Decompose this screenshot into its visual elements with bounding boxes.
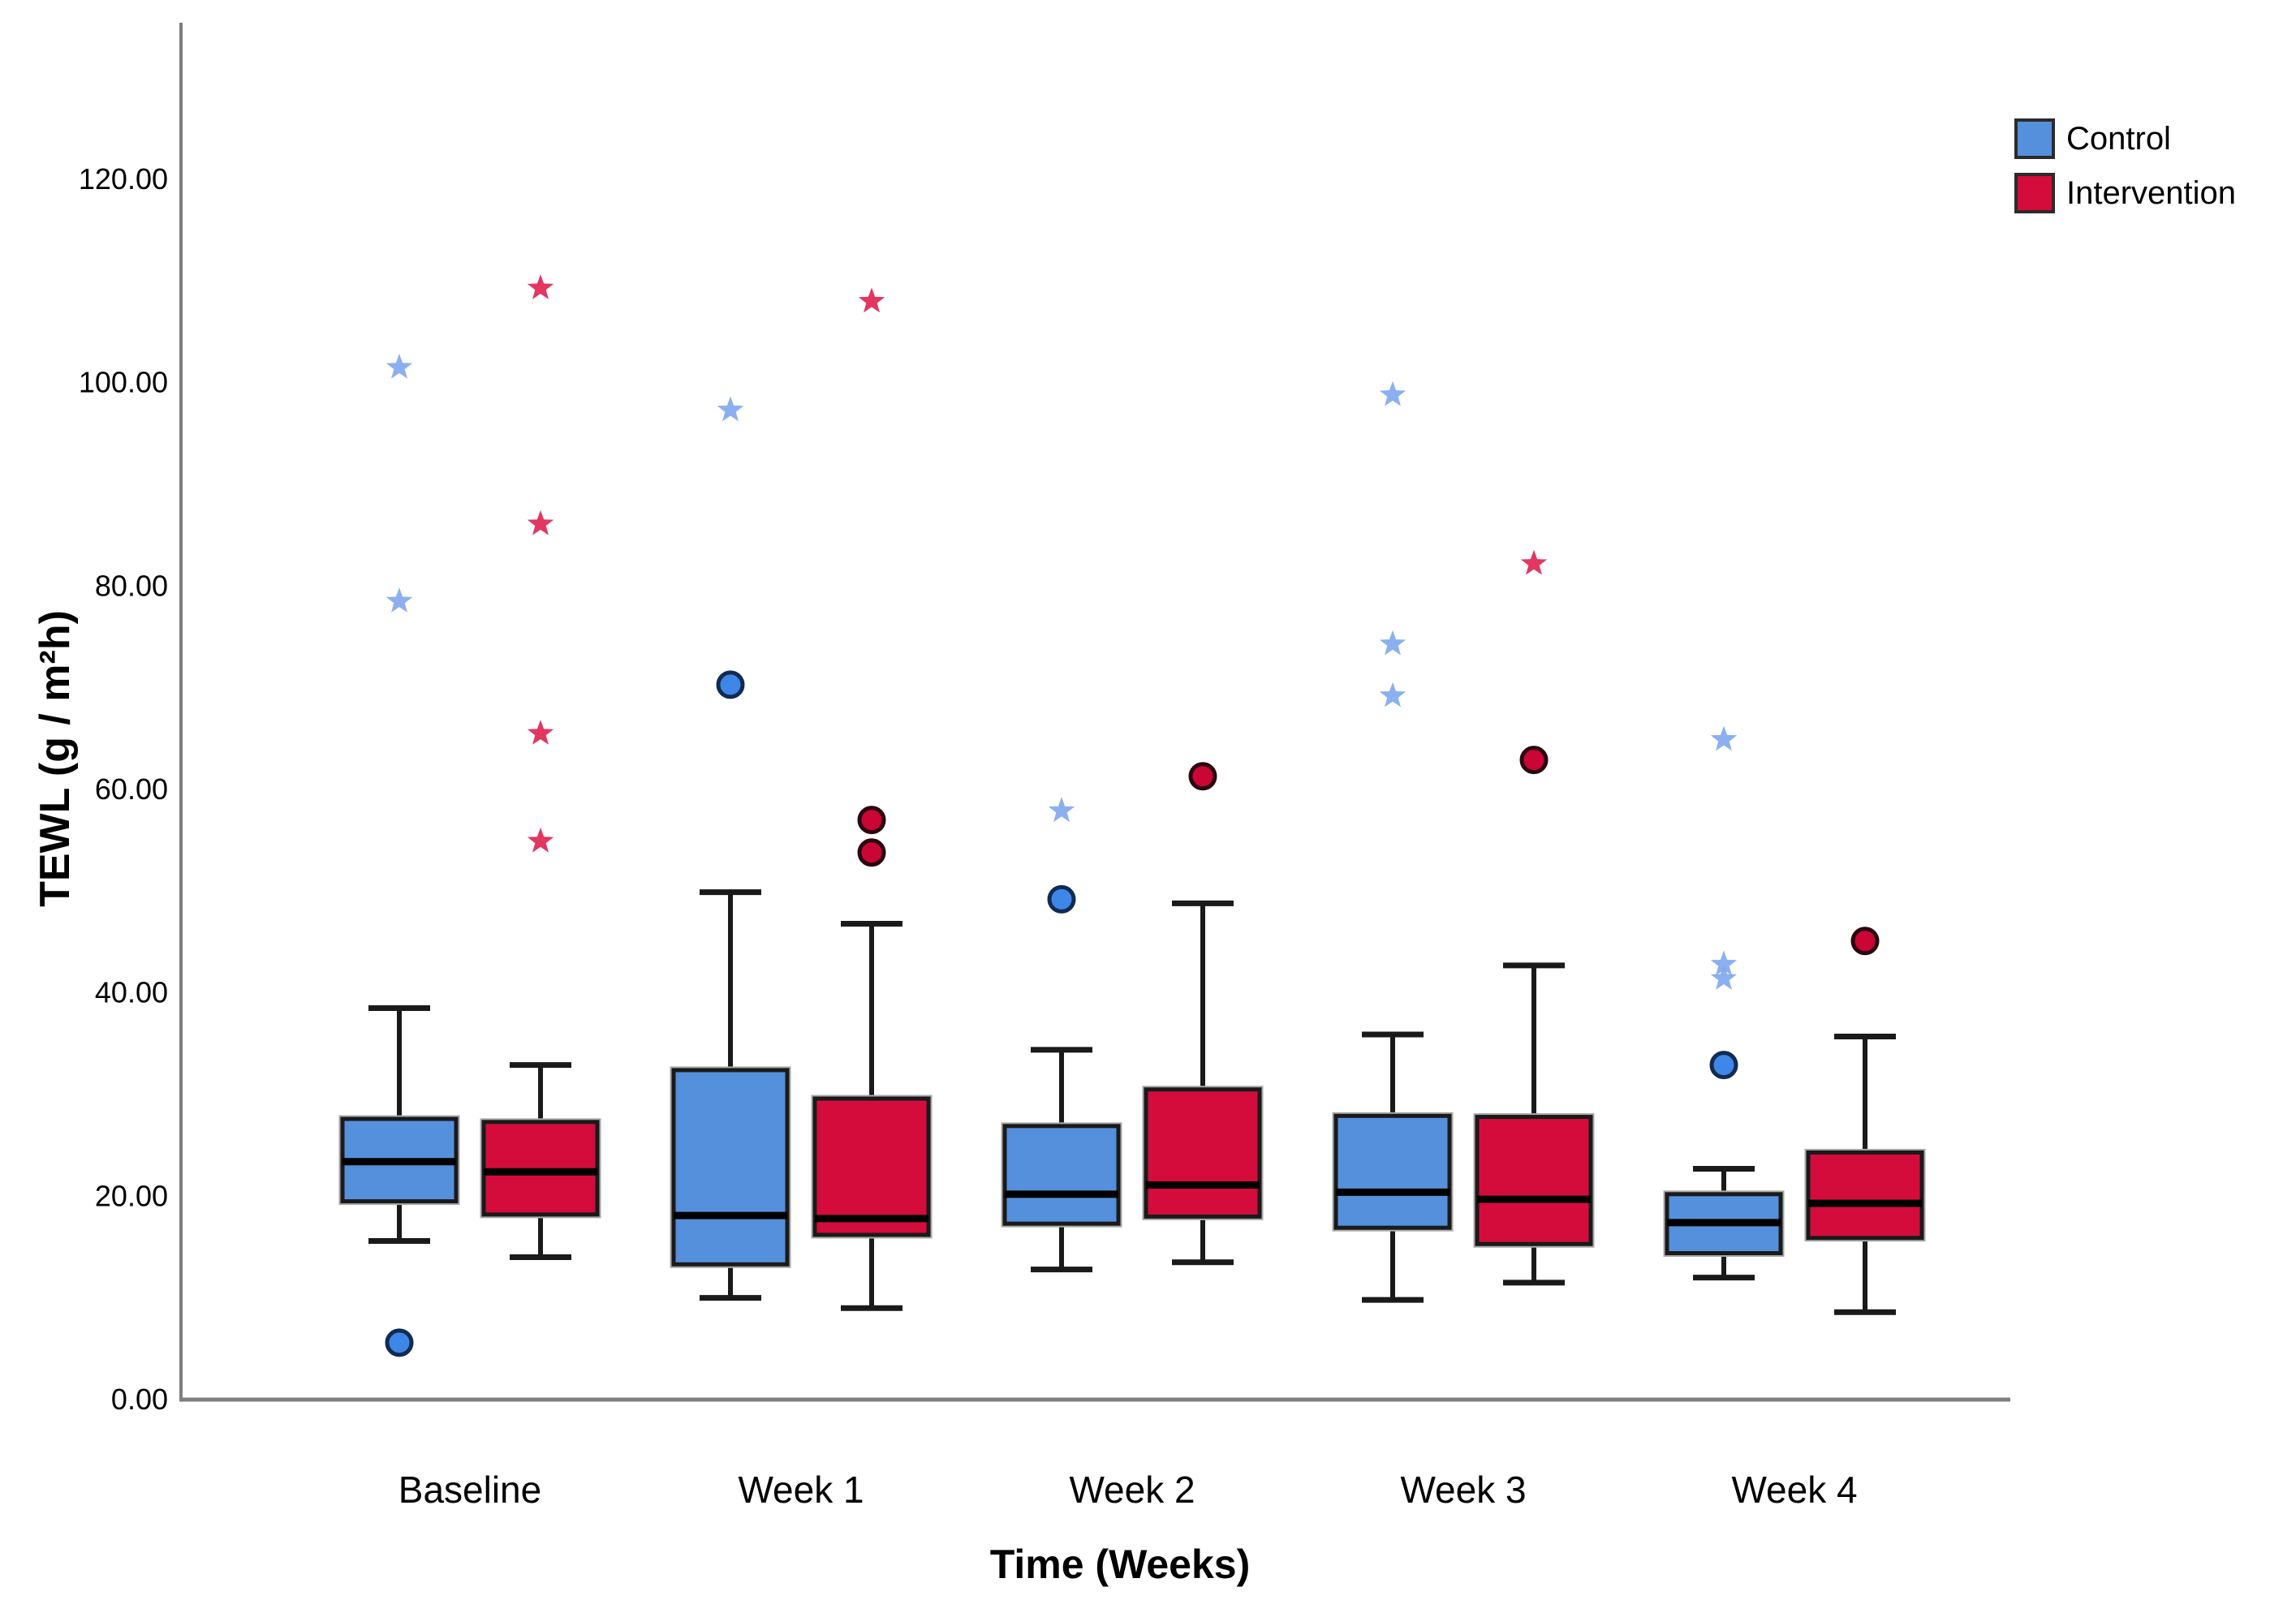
outlier-circle-marker bbox=[716, 670, 745, 699]
legend-label-control: Control bbox=[2066, 121, 2171, 157]
extreme-star-marker bbox=[858, 287, 885, 313]
outlier-circle-marker bbox=[1709, 1051, 1738, 1080]
outlier-circle-marker bbox=[1188, 762, 1217, 791]
extreme-star-marker bbox=[1048, 797, 1075, 823]
extreme-star-marker bbox=[386, 353, 413, 379]
box-halo bbox=[480, 1118, 601, 1219]
x-axis-title: Time (Weeks) bbox=[990, 1542, 1251, 1587]
x-tick-label-week-3: Week 3 bbox=[1400, 1469, 1526, 1511]
control-box-group-week-4 bbox=[1663, 725, 1785, 1281]
box-halo bbox=[1332, 1112, 1454, 1232]
intervention-box-group-week-2 bbox=[1142, 762, 1264, 1266]
legend-label-intervention: Intervention bbox=[2066, 175, 2237, 211]
y-tick-label-20.00: 20.00 bbox=[95, 1179, 168, 1212]
outlier-circle-marker bbox=[1519, 746, 1549, 775]
iqr-box bbox=[1475, 1115, 1593, 1246]
intervention-box-group-week-1 bbox=[811, 287, 933, 1311]
legend-item-control: Control bbox=[2014, 118, 2236, 159]
plot-content: 0.00 20.00 40.00 60.00 80.00 100.00 120.00 Base… bbox=[79, 162, 1926, 1511]
x-tick-label-week-2: Week 2 bbox=[1069, 1469, 1195, 1511]
extreme-star-marker bbox=[527, 510, 554, 535]
intervention-box-group-week-3 bbox=[1473, 549, 1595, 1286]
extreme-star-marker bbox=[1379, 682, 1406, 708]
control-box-group-week-1 bbox=[670, 396, 791, 1301]
extreme-star-marker bbox=[1520, 549, 1548, 575]
iqr-box bbox=[1333, 1113, 1452, 1230]
outlier-circle-marker bbox=[1047, 884, 1076, 914]
intervention-swatch-icon bbox=[2014, 173, 2055, 213]
extreme-star-marker bbox=[1710, 950, 1738, 976]
extreme-star-marker bbox=[717, 396, 744, 422]
extreme-star-marker bbox=[527, 720, 554, 745]
box-halo bbox=[670, 1066, 791, 1268]
box-halo bbox=[1804, 1148, 1926, 1242]
y-tick-label-100.00: 100.00 bbox=[79, 366, 168, 399]
control-box-group-week-2 bbox=[1001, 797, 1122, 1273]
x-tick-label-baseline: Baseline bbox=[398, 1469, 541, 1511]
outlier-circle-marker bbox=[857, 806, 886, 835]
extreme-star-marker bbox=[527, 827, 554, 853]
iqr-box bbox=[1002, 1124, 1121, 1226]
iqr-box bbox=[812, 1096, 931, 1237]
extreme-star-marker bbox=[1710, 725, 1738, 751]
outlier-circle-marker bbox=[385, 1328, 414, 1357]
control-box-group-baseline bbox=[338, 353, 460, 1357]
y-tick-label-120.00: 120.00 bbox=[79, 162, 168, 196]
legend-item-intervention: Intervention bbox=[2014, 173, 2236, 213]
intervention-box-group-baseline bbox=[480, 274, 601, 1261]
iqr-box bbox=[671, 1068, 790, 1267]
y-tick-label-80.00: 80.00 bbox=[95, 569, 168, 602]
box-halo bbox=[1001, 1122, 1122, 1228]
extreme-star-marker bbox=[1379, 381, 1406, 406]
iqr-box bbox=[1144, 1087, 1262, 1219]
box-halo bbox=[338, 1115, 460, 1206]
extreme-star-marker bbox=[1710, 965, 1738, 990]
y-tick-label-0.00: 0.00 bbox=[111, 1383, 168, 1416]
y-axis-title: TEWL (g / m²h) bbox=[32, 610, 79, 907]
iqr-box bbox=[1806, 1150, 1924, 1241]
intervention-box-group-week-4 bbox=[1804, 927, 1926, 1315]
x-tick-label-week-1: Week 1 bbox=[738, 1469, 864, 1511]
x-tick-label-week-4: Week 4 bbox=[1731, 1469, 1857, 1511]
control-swatch-icon bbox=[2014, 118, 2055, 159]
outlier-circle-marker bbox=[857, 838, 886, 867]
box-halo bbox=[1663, 1190, 1785, 1258]
outlier-circle-marker bbox=[1850, 927, 1880, 956]
box-halo bbox=[1142, 1086, 1264, 1220]
extreme-star-marker bbox=[386, 587, 413, 613]
extreme-star-marker bbox=[1379, 630, 1406, 656]
box-halo bbox=[1473, 1113, 1595, 1248]
y-tick-label-40.00: 40.00 bbox=[95, 976, 168, 1009]
extreme-star-marker bbox=[527, 274, 554, 299]
legend: Control Intervention bbox=[2014, 118, 2236, 213]
y-tick-label-60.00: 60.00 bbox=[95, 772, 168, 806]
control-box-group-week-3 bbox=[1332, 381, 1454, 1303]
box-halo bbox=[811, 1095, 933, 1239]
